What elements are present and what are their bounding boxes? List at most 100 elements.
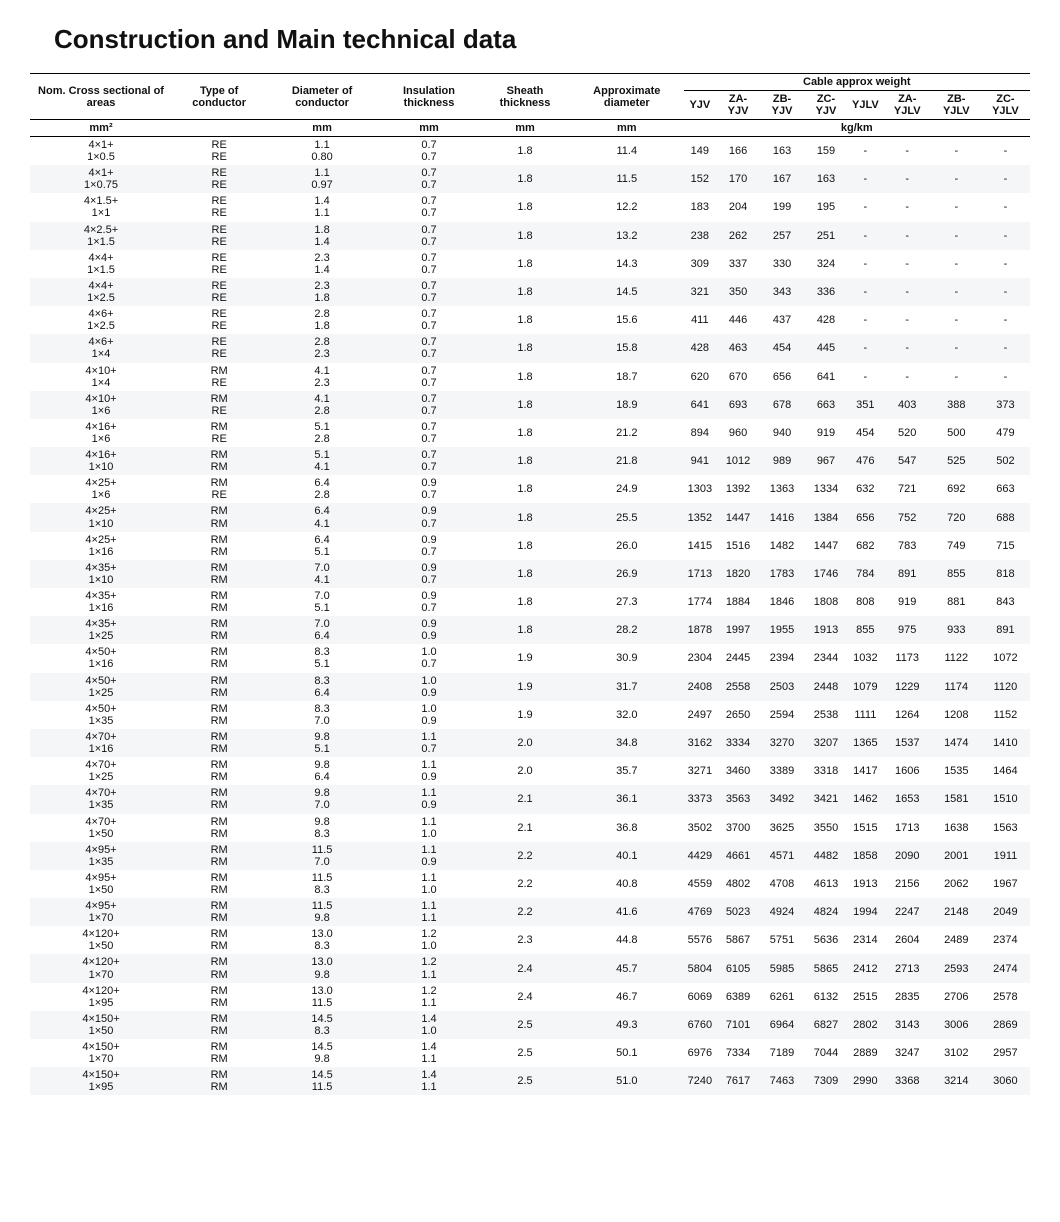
cell-type: RERE bbox=[172, 306, 266, 334]
cell-weight-7: 1464 bbox=[981, 757, 1030, 785]
cell-weight-7: 1510 bbox=[981, 785, 1030, 813]
cell-nom: 4×70+1×16 bbox=[30, 729, 172, 757]
cell-sheath: 1.8 bbox=[480, 278, 570, 306]
cell-weight-5: - bbox=[883, 278, 932, 306]
cell-weight-7: 891 bbox=[981, 616, 1030, 644]
cell-weight-7: 663 bbox=[981, 475, 1030, 503]
cell-weight-5: - bbox=[883, 363, 932, 391]
cell-weight-4: 1032 bbox=[848, 644, 883, 672]
cell-type: RERE bbox=[172, 222, 266, 250]
cell-nom: 4×50+1×16 bbox=[30, 644, 172, 672]
table-row: 4×4+1×2.5RERE2.31.80.70.71.814.532135034… bbox=[30, 278, 1030, 306]
cell-weight-7: 2869 bbox=[981, 1011, 1030, 1039]
cell-approx: 18.7 bbox=[570, 363, 684, 391]
cell-weight-3: 7309 bbox=[804, 1067, 848, 1095]
cell-weight-5: 520 bbox=[883, 419, 932, 447]
col-weight-5: ZA-YJLV bbox=[883, 91, 932, 120]
cell-sheath: 1.8 bbox=[480, 560, 570, 588]
cell-sheath: 2.1 bbox=[480, 814, 570, 842]
cell-approx: 35.7 bbox=[570, 757, 684, 785]
cell-weight-3: 4482 bbox=[804, 842, 848, 870]
cell-nom: 4×6+1×2.5 bbox=[30, 306, 172, 334]
cell-type: RMRM bbox=[172, 842, 266, 870]
cell-sheath: 2.2 bbox=[480, 842, 570, 870]
cell-dia: 11.58.3 bbox=[266, 870, 378, 898]
cell-weight-3: 324 bbox=[804, 250, 848, 278]
cell-sheath: 1.9 bbox=[480, 673, 570, 701]
cell-weight-1: 3334 bbox=[716, 729, 760, 757]
cell-weight-2: 3492 bbox=[760, 785, 804, 813]
cell-approx: 11.5 bbox=[570, 165, 684, 193]
cell-weight-4: 656 bbox=[848, 503, 883, 531]
cell-weight-4: 1913 bbox=[848, 870, 883, 898]
cell-weight-6: - bbox=[932, 334, 981, 362]
cell-weight-0: 6976 bbox=[684, 1039, 716, 1067]
table-row: 4×10+1×6RMRE4.12.80.70.71.818.9641693678… bbox=[30, 391, 1030, 419]
cell-weight-0: 238 bbox=[684, 222, 716, 250]
cell-type: RMRM bbox=[172, 785, 266, 813]
col-dia: Diameter of conductor bbox=[266, 74, 378, 120]
cell-sheath: 1.9 bbox=[480, 644, 570, 672]
cell-weight-0: 5804 bbox=[684, 954, 716, 982]
cell-weight-3: 641 bbox=[804, 363, 848, 391]
cell-weight-6: - bbox=[932, 165, 981, 193]
cell-approx: 15.6 bbox=[570, 306, 684, 334]
cell-weight-1: 7334 bbox=[716, 1039, 760, 1067]
cell-ins: 0.70.7 bbox=[378, 391, 480, 419]
cell-weight-1: 670 bbox=[716, 363, 760, 391]
cell-weight-6: 388 bbox=[932, 391, 981, 419]
table-row: 4×70+1×50RMRM9.88.31.11.02.136.835023700… bbox=[30, 814, 1030, 842]
cell-approx: 50.1 bbox=[570, 1039, 684, 1067]
cell-weight-4: 1417 bbox=[848, 757, 883, 785]
cell-weight-0: 1713 bbox=[684, 560, 716, 588]
technical-data-table: Nom. Cross sectional of areas Type of co… bbox=[30, 73, 1030, 1095]
cell-dia: 2.31.8 bbox=[266, 278, 378, 306]
table-row: 4×50+1×16RMRM8.35.11.00.71.930.923042445… bbox=[30, 644, 1030, 672]
cell-type: RERE bbox=[172, 278, 266, 306]
cell-type: RMRM bbox=[172, 503, 266, 531]
cell-weight-6: 3102 bbox=[932, 1039, 981, 1067]
table-row: 4×150+1×70RMRM14.59.81.41.12.550.1697673… bbox=[30, 1039, 1030, 1067]
cell-dia: 14.511.5 bbox=[266, 1067, 378, 1095]
cell-approx: 26.0 bbox=[570, 532, 684, 560]
cell-weight-4: 2802 bbox=[848, 1011, 883, 1039]
cell-weight-0: 321 bbox=[684, 278, 716, 306]
cell-approx: 31.7 bbox=[570, 673, 684, 701]
cell-weight-1: 204 bbox=[716, 193, 760, 221]
table-row: 4×16+1×10RMRM5.14.10.70.71.821.894110129… bbox=[30, 447, 1030, 475]
cell-nom: 4×150+1×50 bbox=[30, 1011, 172, 1039]
table-row: 4×50+1×25RMRM8.36.41.00.91.931.724082558… bbox=[30, 673, 1030, 701]
cell-weight-5: 975 bbox=[883, 616, 932, 644]
cell-type: RMRM bbox=[172, 898, 266, 926]
table-row: 4×6+1×2.5RERE2.81.80.70.71.815.641144643… bbox=[30, 306, 1030, 334]
cell-weight-0: 620 bbox=[684, 363, 716, 391]
cell-ins: 0.70.7 bbox=[378, 419, 480, 447]
cell-weight-0: 2304 bbox=[684, 644, 716, 672]
cell-weight-1: 4661 bbox=[716, 842, 760, 870]
table-row: 4×70+1×35RMRM9.87.01.10.92.136.133733563… bbox=[30, 785, 1030, 813]
cell-sheath: 1.8 bbox=[480, 503, 570, 531]
cell-approx: 18.9 bbox=[570, 391, 684, 419]
cell-weight-7: 1967 bbox=[981, 870, 1030, 898]
cell-nom: 4×10+1×4 bbox=[30, 363, 172, 391]
cell-weight-6: - bbox=[932, 137, 981, 166]
cell-dia: 14.58.3 bbox=[266, 1011, 378, 1039]
cell-approx: 14.5 bbox=[570, 278, 684, 306]
cell-ins: 1.11.0 bbox=[378, 870, 480, 898]
cell-weight-6: 1581 bbox=[932, 785, 981, 813]
table-row: 4×25+1×10RMRM6.44.10.90.71.825.513521447… bbox=[30, 503, 1030, 531]
cell-weight-4: 351 bbox=[848, 391, 883, 419]
cell-type: RMRM bbox=[172, 644, 266, 672]
cell-weight-5: 547 bbox=[883, 447, 932, 475]
col-weight-2: ZB-YJV bbox=[760, 91, 804, 120]
cell-ins: 0.70.7 bbox=[378, 306, 480, 334]
cell-sheath: 2.0 bbox=[480, 757, 570, 785]
cell-type: RMRM bbox=[172, 814, 266, 842]
cell-type: RMRE bbox=[172, 391, 266, 419]
cell-type: RERE bbox=[172, 137, 266, 166]
cell-approx: 14.3 bbox=[570, 250, 684, 278]
cell-weight-1: 6389 bbox=[716, 983, 760, 1011]
cell-weight-7: 843 bbox=[981, 588, 1030, 616]
cell-weight-0: 641 bbox=[684, 391, 716, 419]
cell-dia: 1.41.1 bbox=[266, 193, 378, 221]
